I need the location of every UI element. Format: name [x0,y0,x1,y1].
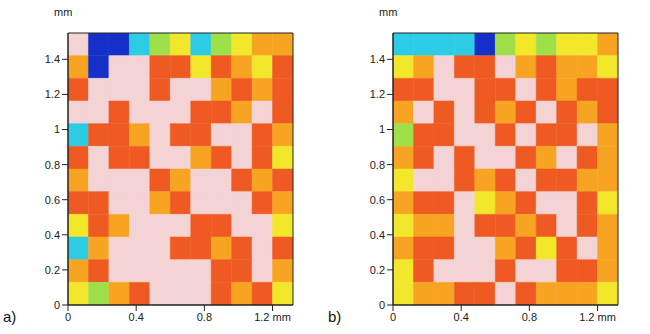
svg-text:0: 0 [379,299,385,311]
svg-text:1: 1 [54,123,60,135]
html-text:mm: mm [379,6,398,18]
svg-text:0.2: 0.2 [45,264,60,276]
svg-text:1: 1 [379,123,385,135]
svg-text:0: 0 [65,311,71,323]
svg-text:0.4: 0.4 [454,311,469,323]
svg-text:0.6: 0.6 [370,194,385,206]
svg-text:1.2 mm: 1.2 mm [579,311,616,323]
svg-text:0.4: 0.4 [370,229,385,241]
svg-text:0.8: 0.8 [522,311,537,323]
svg-text:0.8: 0.8 [45,159,60,171]
svg-text:1.2: 1.2 [370,88,385,100]
svg-text:1.2 mm: 1.2 mm [254,311,291,323]
svg-text:0: 0 [54,299,60,311]
svg-text:0: 0 [390,311,396,323]
svg-text:0.6: 0.6 [45,194,60,206]
svg-text:0.8: 0.8 [197,311,212,323]
svg-text:1.4: 1.4 [45,53,60,65]
svg-text:0.8: 0.8 [370,159,385,171]
svg-text:1.2: 1.2 [45,88,60,100]
svg-text:1.4: 1.4 [370,53,385,65]
html-text:a): a) [3,308,17,325]
html-text:b): b) [328,308,342,325]
svg-text:0.4: 0.4 [129,311,144,323]
html-text:mm: mm [54,6,73,18]
svg-text:0.4: 0.4 [45,229,60,241]
svg-text:0.2: 0.2 [370,264,385,276]
